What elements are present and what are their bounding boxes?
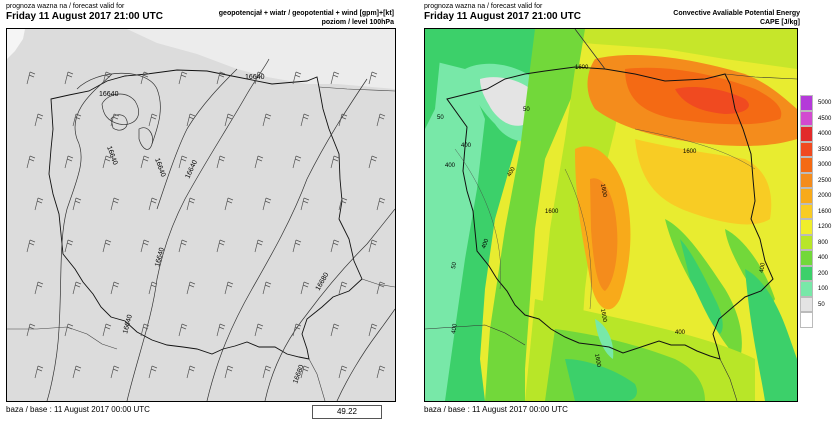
contour-label: 16640 [154,247,166,268]
legend-swatch [800,203,813,219]
wind-barbs [26,71,386,379]
legend-swatch [800,265,813,281]
legend-swatch [800,312,813,328]
parameter-title: geopotencjał + wiatr / geopotential + wi… [218,10,394,17]
forecast-date: Friday 11 August 2017 21:00 UTC [424,11,581,22]
legend-swatch [800,296,813,312]
cape-label: 50 [523,107,530,113]
forecast-label: prognoza wazna na / forecast valid for [6,3,125,10]
cape-label: 1600 [683,149,697,155]
contour-line [46,73,113,401]
legend-swatch [800,157,813,173]
value-box: 49.22 [312,405,382,419]
cape-label: 400 [481,238,490,250]
cape-label: 400 [675,330,686,336]
contour-label: 16640 [245,74,265,81]
forecast-date: Friday 11 August 2017 21:00 UTC [6,11,163,22]
legend-label: 3000 [818,162,832,168]
legend-label: 2500 [818,177,832,184]
legend-label: 800 [818,239,829,246]
base-time: baza / base : 11 August 2017 00:00 UTC [6,405,150,414]
forecast-label: prognoza wazna na / forecast valid for [424,3,543,10]
legend-swatch [800,141,813,157]
level-title: poziom / level 100hPa [321,19,394,26]
cape-label: 400 [507,166,518,178]
cape-label: 1600 [593,353,601,368]
legend-label: 4500 [818,115,832,122]
contour-label: 16680 [315,272,331,292]
legend-swatch [800,250,813,266]
country-border [48,69,363,360]
cape-legend: 5000 4500 4000 3500 3000 2500 2000 1600 1200 800 4… [800,95,834,335]
geopotential-map: 16640 16640 16640 16640 16640 16640 1668… [6,28,396,402]
legend-swatch [800,281,813,297]
legend-label: 4000 [818,131,832,137]
legend-swatch [800,188,813,204]
cape-label: 50 [437,115,444,121]
cape-label: 400 [451,323,459,335]
legend-label: 2000 [818,193,832,199]
legend-swatch [800,172,813,188]
cape-label: 1600 [575,65,589,71]
legend-label: 50 [818,301,825,308]
contour-label: 16640 [153,157,166,178]
legend-swatch [800,219,813,235]
cape-panel: prognoza wazna na / forecast valid for F… [420,0,834,423]
cape-label: 1600 [599,183,607,198]
legend-label: 3500 [818,146,832,153]
cape-map-graphic: 1600 1600 1600 1600 1600 1600 400 400 40… [425,29,797,401]
legend-label: 1600 [818,208,832,215]
cape-label: 400 [759,262,767,274]
cape-label: 1600 [599,308,607,323]
legend-label: 200 [818,270,829,277]
legend-swatch [800,126,813,142]
cape-label: 400 [461,143,472,149]
cape-unit: CAPE [J/kg] [759,19,800,26]
cape-map: 1600 1600 1600 1600 1600 1600 400 400 40… [424,28,798,402]
cape-label: 50 [451,261,458,269]
legend-swatch [800,234,813,250]
cape-label: 400 [445,163,456,169]
legend-label: 5000 [818,100,832,106]
geopotential-map-graphic: 16640 16640 16640 16640 16640 16640 1668… [7,29,395,401]
cape-title: Convective Avaliable Potential Energy [673,10,800,17]
legend-label: 100 [818,286,829,292]
svg-text:16640: 16640 [122,314,134,335]
cape-label: 1600 [545,209,559,215]
contour-label: 16640 [99,91,119,98]
legend-swatch [800,110,813,126]
contour-label: 16640 [184,159,199,180]
legend-label: 1200 [818,224,832,230]
base-time: baza / base : 11 August 2017 00:00 UTC [424,405,568,414]
geopotential-panel: prognoza wazna na / forecast valid for F… [0,0,400,423]
legend-label: 400 [818,255,829,261]
country-border [446,66,774,360]
legend-swatch [800,95,813,111]
contour-label: 16640 [105,145,118,166]
